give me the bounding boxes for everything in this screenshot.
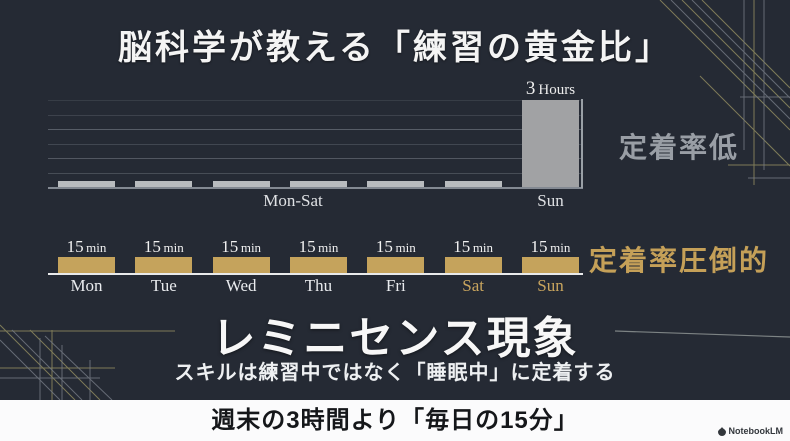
daily-value-label: 15 min <box>530 237 571 256</box>
daily-value-label: 15 min <box>298 237 339 256</box>
weekend-bar-thu <box>289 181 347 187</box>
daily-chart: 15 min Mon 15 min Tue 15 min Wed 15 min Thu 15 m… <box>48 236 583 296</box>
notebooklm-label: NotebookLM <box>728 426 784 436</box>
notebooklm-logo: NotebookLM <box>717 426 784 436</box>
daily-value-label: 15 min <box>221 237 262 256</box>
phenomenon-title: レミニセンス現象 <box>211 314 579 363</box>
daily-bar-group-sat: 15 min Sat <box>444 236 502 296</box>
weekend-chart <box>48 99 583 189</box>
footer-message: 週末の3時間より「毎日の15分」 <box>211 407 579 434</box>
sun-axis-label: Sun <box>537 191 564 210</box>
day-label-thu: Thu <box>304 276 333 295</box>
gridline <box>48 143 583 145</box>
gridline <box>48 114 583 116</box>
daily-bar-thu <box>289 257 347 273</box>
daily-value-label: 15 min <box>66 237 107 256</box>
daily-bar-sat <box>444 257 502 273</box>
daily-bar-group-fri: 15 min Fri <box>367 236 425 296</box>
daily-value-label: 15 min <box>453 237 494 256</box>
weekend-bar-fri <box>367 181 425 187</box>
retention-high-label: 定着率圧倒的 <box>589 245 770 276</box>
day-label-tue: Tue <box>150 276 177 295</box>
weekend-bar-sat <box>444 181 502 187</box>
page-title: 脳科学が教える「練習の黄金比」 <box>118 30 672 67</box>
daily-bar-group-wed: 15 min Wed <box>212 236 270 296</box>
sun-value-label: 3 Hours <box>525 78 576 99</box>
gridline <box>48 100 583 101</box>
weekend-bar-sun <box>521 100 579 187</box>
daily-bar-group-mon: 15 min Mon <box>58 236 115 296</box>
weekend-chart-right-axis <box>581 99 583 188</box>
gridline <box>48 129 583 131</box>
gridline <box>48 173 583 174</box>
daily-chart-baseline <box>48 273 583 275</box>
notebooklm-icon <box>717 426 726 436</box>
retention-low-label: 定着率低 <box>619 132 740 163</box>
day-label-sat: Sat <box>462 276 484 295</box>
daily-bar-mon <box>58 257 115 273</box>
weekend-bar-mon <box>58 181 115 187</box>
daily-bar-group-sun: 15 min Sun <box>521 236 579 296</box>
mon-sat-axis-label: Mon-Sat <box>263 191 323 210</box>
daily-value-label: 15 min <box>375 237 416 256</box>
daily-value-label: 15 min <box>143 237 184 256</box>
day-label-fri: Fri <box>385 276 406 295</box>
phenomenon-subtitle: スキルは練習中ではなく「睡眠中」に定着する <box>174 362 616 384</box>
day-label-sun: Sun <box>537 276 564 295</box>
daily-bar-tue <box>135 257 193 273</box>
daily-bar-fri <box>367 257 425 273</box>
daily-bar-group-tue: 15 min Tue <box>135 236 193 296</box>
day-label-wed: Wed <box>225 276 257 295</box>
daily-bar-group-thu: 15 min Thu <box>289 236 347 296</box>
daily-bar-sun <box>521 257 579 273</box>
gridline <box>48 158 583 160</box>
weekend-bar-wed <box>212 181 270 187</box>
footer-banner: 週末の3時間より「毎日の15分」 NotebookLM <box>0 400 790 441</box>
day-label-mon: Mon <box>70 276 103 295</box>
weekend-bar-tue <box>135 181 193 187</box>
daily-bar-wed <box>212 257 270 273</box>
